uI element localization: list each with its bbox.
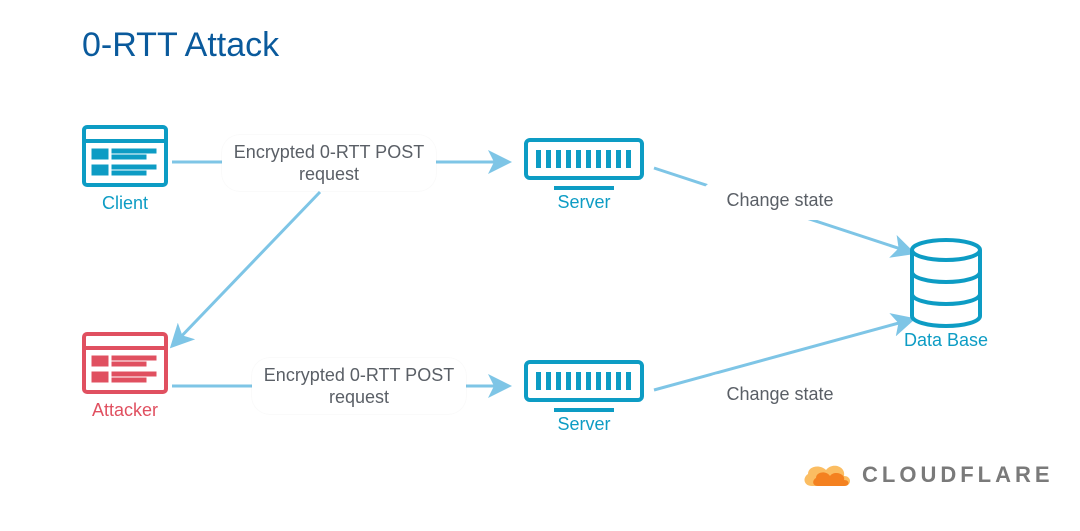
- browser-icon: [82, 125, 168, 197]
- server2-label: Server: [524, 414, 644, 435]
- attacker-node: [82, 332, 168, 409]
- db-top: [912, 240, 980, 260]
- browser-icon: [82, 332, 168, 404]
- client-label: Client: [82, 193, 168, 214]
- server-slots: [536, 372, 631, 390]
- database-icon-svg: [908, 238, 984, 328]
- server-icon: [524, 360, 644, 416]
- client-node: [82, 125, 168, 202]
- browser-block2: [92, 165, 108, 175]
- server-slots: [536, 150, 631, 168]
- logo-text: CLOUDFLARE: [862, 462, 1054, 488]
- browser-line3: [112, 372, 156, 376]
- edge-label-req2-text: Encrypted 0-RTT POST request: [262, 364, 456, 409]
- server2-node: [524, 360, 644, 421]
- edge-label-req2: Encrypted 0-RTT POST request: [252, 358, 466, 414]
- server-icon: [524, 138, 644, 194]
- server-frame: [526, 362, 642, 400]
- db-ring2: [912, 294, 980, 304]
- edge-label-req1: Encrypted 0-RTT POST request: [222, 135, 436, 191]
- browser-line2: [112, 362, 146, 366]
- browser-line1: [112, 356, 156, 360]
- edge-label-req1-text: Encrypted 0-RTT POST request: [232, 141, 426, 186]
- db-ring1: [912, 272, 980, 282]
- browser-block1: [92, 149, 108, 159]
- server-frame: [526, 140, 642, 178]
- server1-node: [524, 138, 644, 199]
- browser-block1: [92, 356, 108, 366]
- database-label: Data Base: [898, 330, 994, 351]
- database-node: [908, 238, 984, 333]
- cloud-icon: [800, 458, 854, 492]
- edge-label-cs2: Change state: [700, 374, 860, 414]
- browser-line2: [112, 155, 146, 159]
- edge-label-cs1: Change state: [700, 180, 860, 220]
- browser-line4: [112, 171, 146, 175]
- arrow-intercept: [174, 192, 320, 344]
- browser-line1: [112, 149, 156, 153]
- diagram-title: 0-RTT Attack: [82, 26, 279, 65]
- edge-label-cs1-text: Change state: [726, 189, 833, 212]
- attacker-label: Attacker: [82, 400, 168, 421]
- browser-block2: [92, 372, 108, 382]
- cloudflare-logo: CLOUDFLARE: [800, 458, 1054, 492]
- browser-line3: [112, 165, 156, 169]
- edge-label-cs2-text: Change state: [726, 383, 833, 406]
- browser-line4: [112, 378, 146, 382]
- server1-label: Server: [524, 192, 644, 213]
